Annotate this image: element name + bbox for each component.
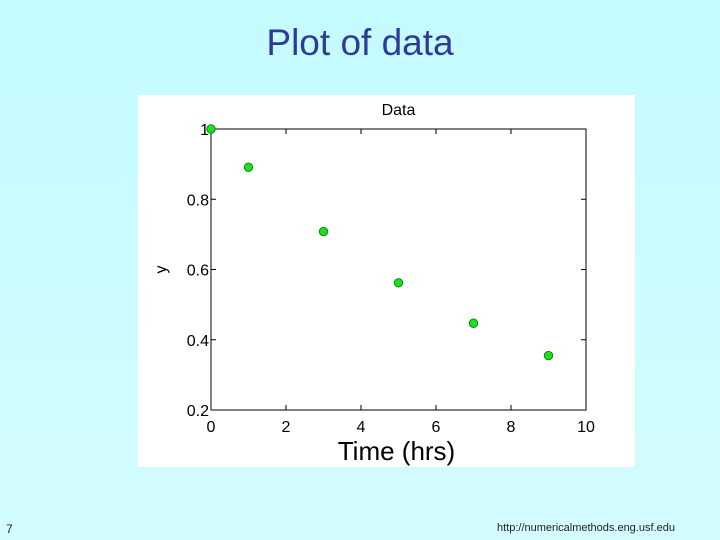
data-point	[243, 162, 254, 172]
x-tick-label: 4	[357, 419, 366, 436]
y-tick-label: 0.2	[187, 403, 209, 420]
data-point	[468, 318, 479, 328]
scatter-chart: 0 2 4 6 8 10 0.2 0.4 0.6 0.8 1 Data Time (hrs) y	[153, 102, 595, 466]
slide-title: Plot of data	[266, 22, 454, 63]
slide-number: 7	[6, 522, 13, 536]
x-tick-label: 0	[207, 419, 216, 436]
x-axis-label: Time (hrs)	[338, 436, 455, 466]
y-tick-label: 0.4	[187, 333, 209, 350]
plot-frame	[210, 128, 587, 411]
data-point	[206, 124, 216, 134]
x-tick-label: 10	[577, 419, 595, 436]
figure-panel: 0 2 4 6 8 10 0.2 0.4 0.6 0.8 1 Data Time (hrs) y	[138, 95, 635, 467]
data-point	[318, 226, 329, 237]
y-tick-label: 1	[200, 122, 209, 139]
y-axis-label: y	[153, 266, 170, 274]
x-tick-label: 2	[282, 419, 291, 436]
data-point	[543, 350, 554, 361]
y-tick-label: 0.8	[187, 192, 209, 209]
x-tick-label: 8	[507, 419, 516, 436]
x-tick-label: 6	[432, 419, 441, 436]
data-point	[393, 278, 404, 288]
y-tick-label: 0.6	[187, 263, 209, 280]
chart-title: Data	[382, 102, 416, 119]
footer-url[interactable]: http://numericalmethods.eng.usf.edu	[497, 522, 675, 534]
